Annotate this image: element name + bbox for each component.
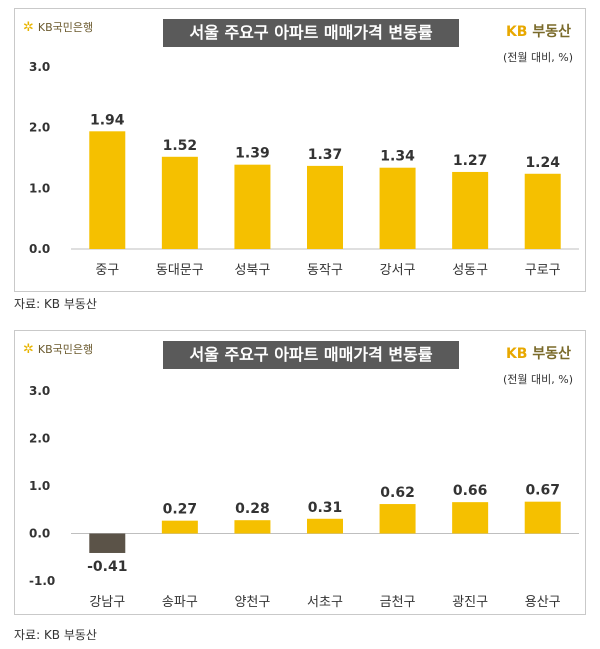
bar-value-label: -0.41 [87,559,127,575]
bar-value-label: 0.67 [525,483,560,499]
x-category-label: 양천구 [234,595,270,610]
brand-realestate: 부동산 [532,24,571,40]
bar [234,164,271,249]
kb-star-icon: ✲ [23,341,34,357]
chart-title: 서울 주요구 아파트 매매가격 변동률 [163,19,459,47]
y-tick-label: 3.0 [29,60,50,74]
kb-bank-logo: ✲ KB국민은행 [23,19,93,35]
unit-note: (전월 대비, %) [502,51,573,64]
bar [234,520,271,534]
x-category-label: 강서구 [380,263,416,278]
x-category-label: 금천구 [380,595,416,610]
bar [307,165,343,249]
bar-value-label: 1.24 [525,155,560,171]
bar-value-label: 1.34 [380,149,415,165]
bar-value-label: 1.94 [90,112,125,128]
bar-chart-1: 3.0 2.0 1.0 0.0 1.94 중구 1.52 동대문구 1.39 성북구 1.37 동작구… [29,60,579,278]
bar-value-label: 1.52 [163,138,198,154]
y-tick-label: 0.0 [29,527,50,541]
unit-note: (전월 대비, %) [502,373,573,386]
kb-realestate-brand: KB 부동산 [506,21,571,41]
y-tick-label: -1.0 [29,574,55,588]
y-tick-label: 2.0 [29,432,50,446]
x-category-label: 동작구 [307,263,343,278]
x-category-label: 성동구 [452,263,488,278]
bar [524,501,561,534]
source-note: 자료: KB 부동산 [14,297,97,311]
bar-value-label: 1.37 [308,147,343,163]
x-category-label: 용산구 [525,595,561,610]
bar-chart-2: 3.0 2.0 1.0 0.0 -1.0 -0.41 강남구 0.27 송파구 0.28 양천구 0.… [29,384,579,610]
x-category-label: 송파구 [162,595,198,610]
brand-kb: KB [505,24,528,40]
bar-value-label: 0.62 [380,485,415,501]
bar [89,131,126,249]
bar-value-label: 0.28 [235,501,270,517]
bar [452,502,489,534]
bar [379,167,416,249]
bar [161,156,198,249]
bar-value-label: 0.66 [453,483,488,499]
bar [89,533,126,553]
x-category-label: 서초구 [307,595,343,610]
y-tick-label: 1.0 [29,479,50,493]
bar-value-label: 1.39 [235,146,270,162]
bar [161,520,198,534]
chart-panel-1: ✲ KB국민은행 서울 주요구 아파트 매매가격 변동률 KB 부동산 (전월 … [14,8,586,292]
x-category-label: 광진구 [452,595,488,610]
kb-realestate-brand: KB 부동산 [506,343,571,363]
x-category-label: 성북구 [234,263,270,278]
chart-title: 서울 주요구 아파트 매매가격 변동률 [163,341,459,369]
x-category-label: 구로구 [525,263,561,278]
bar-value-label: 0.27 [163,502,198,518]
logo-text: KB국민은행 [37,343,94,356]
bar-value-label: 0.31 [308,500,343,516]
y-tick-label: 2.0 [29,121,50,135]
bar [524,173,561,249]
x-category-label: 강남구 [89,595,125,610]
x-category-label: 중구 [95,263,119,278]
kb-star-icon: ✲ [23,19,34,35]
brand-realestate: 부동산 [532,346,571,362]
kb-bank-logo: ✲ KB국민은행 [23,341,93,357]
y-tick-label: 1.0 [29,181,50,195]
bar [452,171,489,249]
x-category-label: 동대문구 [156,263,204,278]
y-tick-label: 3.0 [29,384,50,398]
logo-text: KB국민은행 [37,21,94,34]
brand-kb: KB [505,346,528,362]
y-tick-label: 0.0 [29,242,50,256]
bar [379,504,416,534]
bar [307,518,343,534]
chart-panel-2: ✲ KB국민은행 서울 주요구 아파트 매매가격 변동률 KB 부동산 (전월 … [14,330,586,615]
source-note: 자료: KB 부동산 [14,628,97,642]
bar-value-label: 1.27 [453,153,488,169]
